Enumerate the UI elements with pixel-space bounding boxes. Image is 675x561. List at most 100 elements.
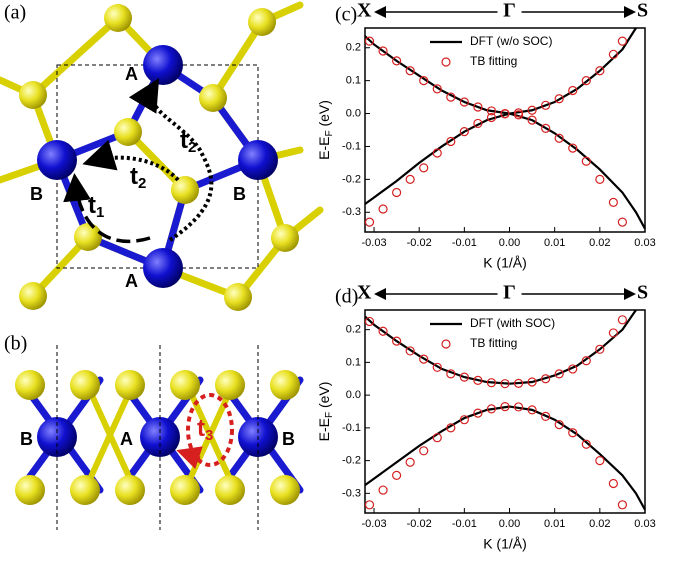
tb-point bbox=[392, 187, 402, 198]
tb-point bbox=[405, 66, 415, 76]
k-point-label: S bbox=[637, 0, 648, 22]
y-tick-label: 0.1 bbox=[346, 75, 361, 87]
x-tick-label: -0.01 bbox=[452, 518, 477, 530]
tb-point bbox=[446, 369, 456, 379]
hop-sub: 1 bbox=[96, 204, 104, 221]
tb-point bbox=[541, 411, 551, 422]
y-tick-label: 0.2 bbox=[346, 324, 361, 336]
legend-label: TB fitting bbox=[470, 54, 517, 68]
tb-point bbox=[419, 354, 429, 364]
tb-point bbox=[500, 401, 510, 412]
tb-point bbox=[608, 478, 618, 489]
tb-point bbox=[405, 346, 415, 356]
y-tick-label: -0.3 bbox=[342, 487, 361, 499]
atom-label: B bbox=[30, 184, 43, 204]
tb-point bbox=[527, 115, 537, 125]
tb-point bbox=[541, 100, 551, 110]
hop-main: t bbox=[88, 192, 96, 219]
tb-point bbox=[581, 76, 591, 86]
plot-area bbox=[364, 309, 646, 511]
hop-main: t bbox=[180, 127, 188, 154]
x-tick-label: 0.02 bbox=[589, 518, 610, 530]
tb-point bbox=[364, 500, 375, 510]
tb-point bbox=[392, 336, 402, 346]
x-tick-label: 0.01 bbox=[544, 237, 565, 249]
tb-point bbox=[405, 174, 415, 184]
tb-point bbox=[446, 423, 456, 433]
hop-main: t bbox=[130, 163, 138, 190]
tb-point bbox=[581, 439, 591, 449]
tb-point bbox=[527, 105, 537, 115]
tb-point bbox=[581, 156, 591, 166]
band-line bbox=[364, 112, 646, 230]
tb-point bbox=[500, 109, 510, 119]
tb-point bbox=[500, 379, 510, 389]
legend-label: DFT (with SOC) bbox=[470, 316, 555, 330]
tb-point bbox=[608, 328, 618, 338]
tb-point bbox=[595, 66, 605, 76]
chart: (d)X Γ S -0.03 -0.02 -0.01 0.00 0.01 0.02 0.03 -0.… bbox=[316, 282, 656, 552]
tb-point bbox=[473, 408, 483, 418]
k-point-label: S bbox=[637, 282, 648, 304]
hop-sub: 2 bbox=[188, 139, 196, 156]
y-tick-label: 0.2 bbox=[346, 42, 361, 54]
tb-point bbox=[446, 92, 456, 102]
tb-point bbox=[513, 402, 524, 412]
y-tick-label: -0.1 bbox=[342, 422, 361, 434]
tb-point bbox=[554, 369, 564, 379]
tb-point bbox=[568, 85, 578, 96]
k-point-label: Γ bbox=[503, 282, 516, 304]
tb-point bbox=[527, 405, 537, 415]
structure-top-view: (a) A A B B t1 t2 t2 bbox=[0, 1, 324, 311]
hop-main: t bbox=[197, 415, 205, 442]
tb-point bbox=[568, 143, 578, 153]
hop-label: t3 bbox=[197, 415, 213, 444]
hop-label: t1 bbox=[88, 192, 104, 221]
x-tick-label: -0.03 bbox=[361, 518, 386, 530]
tb-point bbox=[541, 374, 551, 384]
atom-label: A bbox=[125, 64, 138, 84]
tb-point bbox=[446, 136, 456, 147]
tb-point bbox=[392, 470, 402, 480]
tb-point bbox=[486, 404, 497, 414]
x-tick-label: 0.02 bbox=[589, 237, 610, 249]
x-tick-label: 0.03 bbox=[634, 518, 655, 530]
tb-point bbox=[617, 36, 628, 46]
tb-point bbox=[392, 56, 402, 66]
tb-point bbox=[459, 127, 469, 137]
k-point-label: X bbox=[357, 0, 372, 22]
legend-label: TB fitting bbox=[470, 336, 517, 350]
y-tick-label: -0.1 bbox=[342, 140, 361, 152]
plot-area bbox=[364, 27, 646, 230]
tb-point bbox=[595, 174, 605, 184]
tb-point bbox=[617, 217, 628, 227]
k-point-label: Γ bbox=[503, 0, 516, 22]
tb-point bbox=[568, 364, 578, 374]
tb-point bbox=[581, 356, 591, 366]
x-tick-label: -0.01 bbox=[452, 237, 477, 249]
structure-side-view: (b) B A B t3 bbox=[4, 333, 304, 530]
tb-point bbox=[459, 415, 469, 425]
tb-point bbox=[459, 97, 469, 107]
y-axis-title-part: (eV) bbox=[316, 382, 332, 412]
tb-point bbox=[378, 485, 388, 495]
tb-point bbox=[568, 428, 578, 438]
atom-label: A bbox=[120, 429, 133, 449]
atom-label: B bbox=[233, 184, 246, 204]
y-tick-label: -0.3 bbox=[342, 206, 361, 218]
tb-point bbox=[486, 112, 497, 123]
tb-point bbox=[473, 375, 483, 385]
tb-point bbox=[405, 457, 415, 467]
tb-point bbox=[378, 46, 388, 56]
x-tick-label: -0.02 bbox=[407, 237, 432, 249]
hop-sub: 3 bbox=[205, 427, 213, 444]
tb-point bbox=[541, 123, 551, 133]
tb-point bbox=[432, 84, 442, 94]
tb-point bbox=[432, 148, 442, 158]
y-tick-label: -0.2 bbox=[342, 173, 361, 185]
x-tick-label: 0.00 bbox=[499, 518, 520, 530]
legend-marker bbox=[441, 339, 451, 349]
tb-point bbox=[554, 419, 564, 430]
legend-label: DFT (w/o SOC) bbox=[470, 34, 552, 48]
